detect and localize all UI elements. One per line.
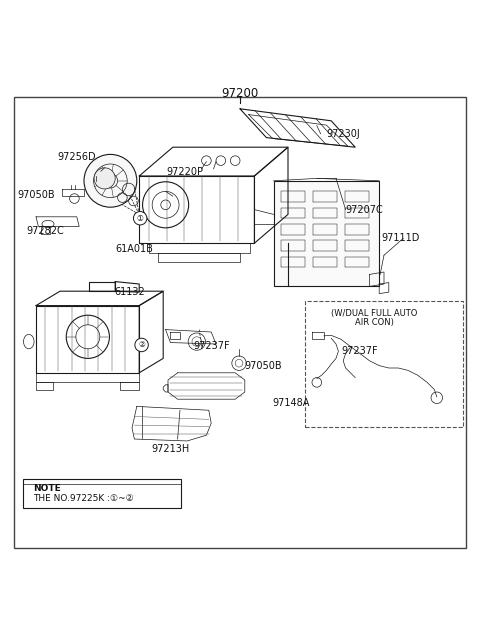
- Text: 97050B: 97050B: [17, 190, 55, 200]
- Circle shape: [133, 211, 147, 225]
- Text: 97220P: 97220P: [166, 167, 204, 177]
- Circle shape: [84, 154, 137, 207]
- Text: 61132: 61132: [114, 287, 145, 297]
- Circle shape: [94, 168, 115, 189]
- Circle shape: [135, 338, 148, 352]
- Text: 97256D: 97256D: [58, 152, 96, 162]
- Text: THE NO.97225K :①~②: THE NO.97225K :①~②: [33, 494, 133, 503]
- Text: 97200: 97200: [221, 87, 259, 100]
- Text: 97230J: 97230J: [326, 129, 360, 139]
- Text: 97148A: 97148A: [273, 397, 310, 408]
- Text: ②: ②: [138, 340, 145, 349]
- Text: 97237F: 97237F: [193, 341, 229, 351]
- Bar: [23, 479, 181, 508]
- Text: NOTE: NOTE: [33, 484, 60, 493]
- Text: 97282C: 97282C: [27, 226, 64, 236]
- Bar: [274, 181, 379, 287]
- Text: 97207C: 97207C: [346, 205, 384, 214]
- Text: 97237F: 97237F: [342, 346, 378, 356]
- Text: ①: ①: [137, 214, 144, 223]
- Text: 97050B: 97050B: [245, 360, 282, 371]
- Text: 97213H: 97213H: [151, 444, 190, 454]
- Text: AIR CON): AIR CON): [355, 318, 394, 327]
- Bar: [305, 301, 463, 426]
- Text: (W/DUAL FULL AUTO: (W/DUAL FULL AUTO: [331, 309, 418, 318]
- Text: 61A01B: 61A01B: [116, 244, 153, 254]
- Text: 97111D: 97111D: [382, 234, 420, 243]
